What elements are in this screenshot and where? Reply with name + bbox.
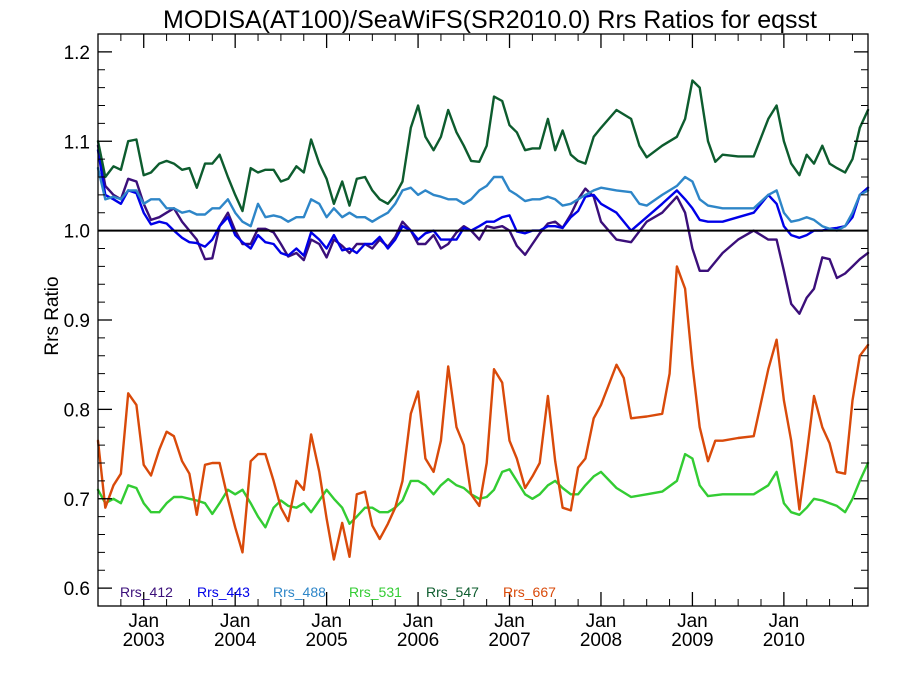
x-tick-label-month: Jan (769, 611, 800, 632)
axes-layer: 0.60.70.80.91.01.11.2Jan2003Jan2004Jan20… (64, 33, 869, 651)
series-layer (96, 79, 870, 561)
legend-label-rrs-443: Rrs_443 (197, 584, 250, 600)
series-line-rrs-531 (96, 452, 870, 529)
x-tick-label-month: Jan (403, 611, 434, 632)
y-tick-label: 0.8 (64, 400, 90, 421)
y-axis-label: Rrs Ratio (42, 276, 63, 355)
x-tick-label-month: Jan (677, 611, 708, 632)
series-line-rrs-667 (96, 265, 870, 561)
y-tick-label: 1.1 (64, 132, 90, 153)
x-tick-label-year: 2004 (214, 630, 257, 651)
legend: Rrs_412 Rrs_443 Rrs_488 Rrs_531 Rrs_547 Rrs_6… (120, 584, 556, 600)
x-tick-label-year: 2007 (488, 630, 530, 651)
x-tick-label-year: 2009 (671, 630, 713, 651)
legend-label-rrs-667: Rrs_667 (503, 584, 556, 600)
y-tick-label: 1.2 (64, 43, 90, 64)
series-line-rrs-412 (96, 144, 870, 315)
legend-label-rrs-412: Rrs_412 (120, 584, 173, 600)
x-tick-label-month: Jan (220, 611, 251, 632)
x-tick-label-month: Jan (311, 611, 342, 632)
y-tick-label: 0.6 (64, 579, 90, 600)
y-tick-label: 0.7 (64, 490, 90, 511)
series-line-rrs-488 (96, 166, 870, 232)
legend-label-rrs-531: Rrs_531 (349, 584, 402, 600)
legend-label-rrs-488: Rrs_488 (273, 584, 326, 600)
x-tick-label-year: 2003 (123, 630, 165, 651)
series-line-rrs-443 (96, 149, 870, 257)
x-tick-label-year: 2005 (305, 630, 347, 651)
x-tick-label-year: 2010 (763, 630, 805, 651)
x-tick-label-year: 2008 (580, 630, 622, 651)
x-tick-label-month: Jan (494, 611, 525, 632)
y-tick-label: 1.0 (64, 222, 90, 243)
y-tick-label: 0.9 (64, 311, 90, 332)
x-tick-label-month: Jan (586, 611, 617, 632)
x-tick-label-year: 2006 (397, 630, 439, 651)
legend-label-rrs-547: Rrs_547 (426, 584, 479, 600)
chart-title: MODISA(AT100)/SeaWiFS(SR2010.0) Rrs Rati… (163, 6, 817, 34)
x-tick-label-month: Jan (128, 611, 159, 632)
series-line-rrs-547 (96, 79, 870, 213)
